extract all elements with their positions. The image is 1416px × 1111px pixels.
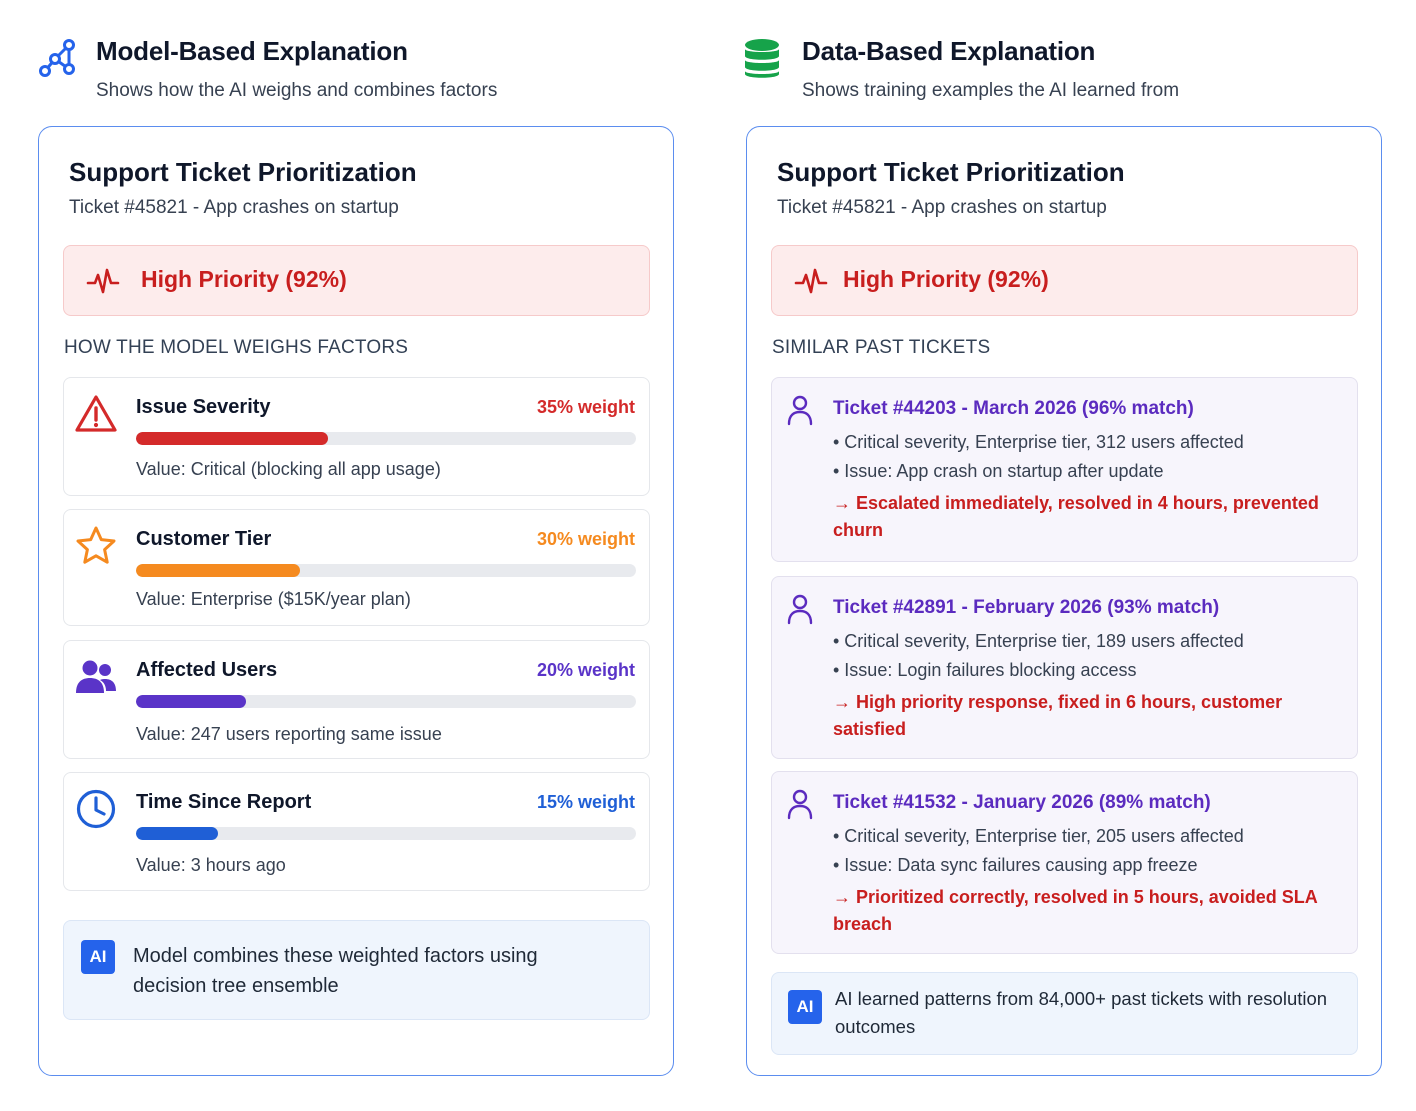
factor-weight: 30% weight <box>536 529 635 549</box>
section-label: HOW THE MODEL WEIGHS FACTORS <box>64 337 409 358</box>
ai-badge: AI <box>81 940 115 974</box>
user-icon <box>787 594 813 625</box>
database-icon <box>745 39 779 78</box>
ticket-detail: • Critical severity, Enterprise tier, 18… <box>833 631 1244 651</box>
pulse-icon <box>794 268 828 294</box>
factor-value: Value: Critical (blocking all app usage) <box>136 459 441 479</box>
weight-bar <box>136 564 636 577</box>
factor-weight: 15% weight <box>536 792 635 812</box>
model-based-subtitle: Shows how the AI weighs and combines fac… <box>96 80 498 101</box>
panel-subtitle: Ticket #45821 - App crashes on startup <box>69 197 399 218</box>
factor-weight: 20% weight <box>536 660 635 680</box>
priority-label: High Priority (92%) <box>843 266 1049 292</box>
ai-note-text: AI learned patterns from 84,000+ past ti… <box>835 988 1328 1037</box>
weight-bar-fill <box>136 695 246 708</box>
factor-value: Value: 247 users reporting same issue <box>136 724 442 744</box>
factor-card-issue-severity: Issue Severity 35% weight Value: Critica… <box>63 377 650 496</box>
weight-bar <box>136 827 636 840</box>
factor-value: Value: 3 hours ago <box>136 855 286 875</box>
model-based-title: Model-Based Explanation <box>96 36 408 66</box>
factor-name: Affected Users <box>136 659 278 681</box>
ticket-title: Ticket #42891 - February 2026 (93% match… <box>833 597 1220 618</box>
weight-bar-fill <box>136 564 300 577</box>
ai-note: AI AI learned patterns from 84,000+ past… <box>771 972 1358 1055</box>
weight-bar <box>136 695 636 708</box>
ticket-title: Ticket #41532 - January 2026 (89% match) <box>833 792 1211 813</box>
clock-icon <box>76 789 116 829</box>
data-based-subtitle: Shows training examples the AI learned f… <box>802 80 1180 101</box>
data-based-header: Data-Based Explanation Shows training ex… <box>742 30 1362 110</box>
user-icon <box>787 395 813 426</box>
weight-bar <box>136 432 636 445</box>
factor-card-affected-users: Affected Users 20% weight Value: 247 use… <box>63 640 650 759</box>
weight-bar-fill <box>136 827 218 840</box>
panel-title: Support Ticket Prioritization <box>777 157 1125 187</box>
similar-ticket-card[interactable]: Ticket #41532 - January 2026 (89% match)… <box>771 771 1358 954</box>
factor-name: Issue Severity <box>136 396 271 418</box>
star-icon <box>76 526 116 564</box>
ticket-outcome: → Prioritized correctly, resolved in 5 h… <box>833 887 1318 934</box>
data-based-panel: Support Ticket Prioritization Ticket #45… <box>746 126 1382 1076</box>
ticket-outcome: → Escalated immediately, resolved in 4 h… <box>833 493 1319 540</box>
priority-banner: High Priority (92%) <box>63 245 650 316</box>
factor-card-customer-tier: Customer Tier 30% weight Value: Enterpri… <box>63 509 650 626</box>
ai-badge: AI <box>788 990 822 1024</box>
factor-card-time-since-report: Time Since Report 15% weight Value: 3 ho… <box>63 772 650 891</box>
panel-subtitle: Ticket #45821 - App crashes on startup <box>777 197 1107 218</box>
weight-bar-fill <box>136 432 328 445</box>
factor-weight: 35% weight <box>536 397 635 417</box>
ticket-detail: • Issue: Data sync failures causing app … <box>833 855 1198 875</box>
section-label: SIMILAR PAST TICKETS <box>772 337 991 358</box>
priority-label: High Priority (92%) <box>141 266 347 292</box>
ticket-detail: • Issue: Login failures blocking access <box>833 660 1137 680</box>
ticket-detail: • Issue: App crash on startup after upda… <box>833 461 1164 481</box>
warning-triangle-icon <box>75 395 117 432</box>
similar-ticket-card[interactable]: Ticket #42891 - February 2026 (93% match… <box>771 576 1358 759</box>
factor-value: Value: Enterprise ($15K/year plan) <box>136 589 411 609</box>
priority-banner: High Priority (92%) <box>771 245 1358 316</box>
data-based-title: Data-Based Explanation <box>802 36 1096 66</box>
ai-note-text: Model combines these weighted factors us… <box>133 945 538 997</box>
model-based-header: Model-Based Explanation Shows how the AI… <box>36 30 656 110</box>
ticket-detail: • Critical severity, Enterprise tier, 31… <box>833 432 1244 452</box>
ticket-title: Ticket #44203 - March 2026 (96% match) <box>833 398 1194 419</box>
model-based-panel: Support Ticket Prioritization Ticket #45… <box>38 126 674 1076</box>
users-icon <box>76 660 116 693</box>
user-icon <box>787 789 813 820</box>
factor-name: Time Since Report <box>136 791 312 813</box>
pulse-icon <box>86 268 120 294</box>
ticket-outcome: → High priority response, fixed in 6 hou… <box>833 692 1283 739</box>
panel-title: Support Ticket Prioritization <box>69 157 417 187</box>
factor-name: Customer Tier <box>136 528 272 550</box>
network-graph-icon <box>39 39 75 77</box>
similar-ticket-card[interactable]: Ticket #44203 - March 2026 (96% match) •… <box>771 377 1358 562</box>
ai-note: AI Model combines these weighted factors… <box>63 920 650 1020</box>
ticket-detail: • Critical severity, Enterprise tier, 20… <box>833 826 1244 846</box>
